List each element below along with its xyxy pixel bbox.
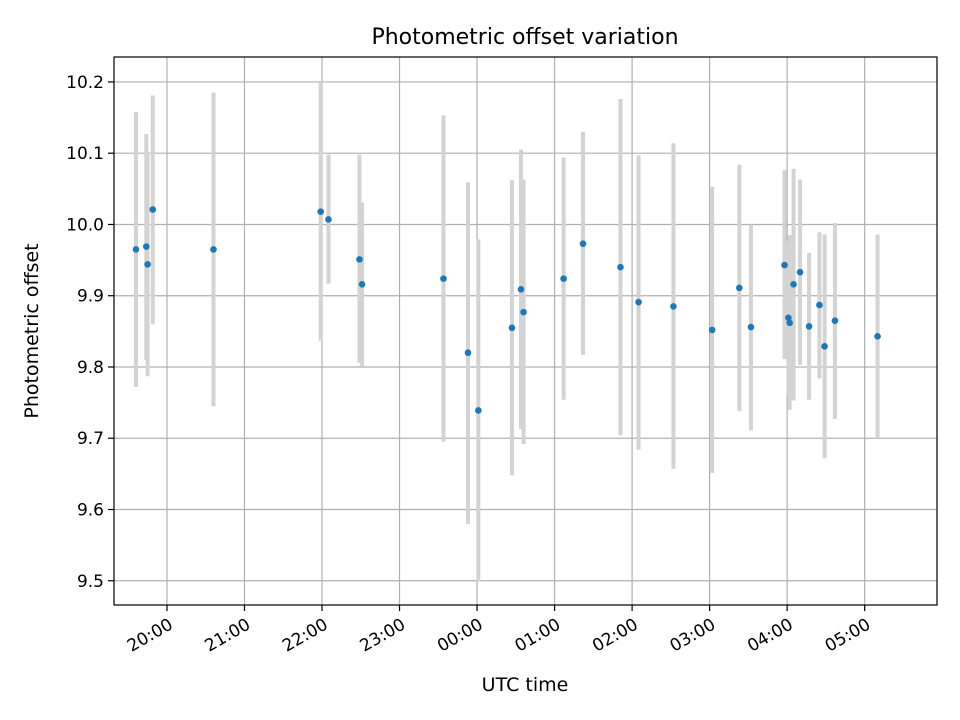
data-point: [785, 314, 792, 322]
data-point: [790, 281, 797, 288]
data-point: [356, 256, 363, 263]
data-point: [874, 333, 881, 340]
data-point: [786, 319, 794, 327]
data-point: [325, 216, 332, 223]
data-point: [560, 275, 567, 282]
y-tick-label: 9.8: [77, 358, 104, 378]
data-point: [831, 317, 839, 324]
data-point: [440, 275, 447, 282]
y-axis-ticks: 9.5 9.6 9.7 9.8 9.9 10.0 10.1 10.2: [66, 73, 114, 592]
data-point: [747, 323, 755, 331]
data-point: [617, 263, 624, 271]
data-point: [149, 206, 157, 213]
data-point: [210, 246, 217, 253]
data-point: [805, 323, 813, 330]
y-tick-label: 10.2: [66, 73, 104, 93]
x-axis-label: UTC time: [482, 674, 569, 696]
data-point: [520, 308, 527, 316]
data-point: [708, 326, 716, 334]
data-point: [475, 407, 482, 414]
data-point: [464, 349, 472, 357]
y-tick-label: 9.6: [77, 501, 104, 521]
data-point: [816, 301, 823, 309]
data-point: [781, 261, 788, 269]
data-point: [132, 246, 140, 253]
y-tick-label: 9.5: [77, 572, 104, 592]
data-point: [144, 261, 151, 268]
data-point: [508, 324, 516, 332]
data-point: [670, 303, 677, 310]
data-points: [132, 206, 881, 414]
plot-frame: [113, 56, 938, 606]
data-point: [579, 240, 587, 248]
data-point: [142, 243, 150, 250]
data-point: [517, 286, 525, 293]
data-point: [317, 208, 325, 215]
y-tick-label: 9.7: [77, 429, 104, 449]
y-tick-label: 9.9: [77, 287, 104, 307]
data-point: [358, 281, 366, 288]
data-point: [736, 284, 743, 292]
chart-title: Photometric offset variation: [371, 25, 678, 50]
y-tick-label: 10.1: [66, 144, 104, 164]
data-point: [821, 343, 828, 350]
data-point: [796, 268, 804, 276]
y-tick-label: 10.0: [66, 215, 104, 235]
y-axis-label: Photometric offset: [21, 243, 43, 418]
data-point: [635, 298, 642, 306]
